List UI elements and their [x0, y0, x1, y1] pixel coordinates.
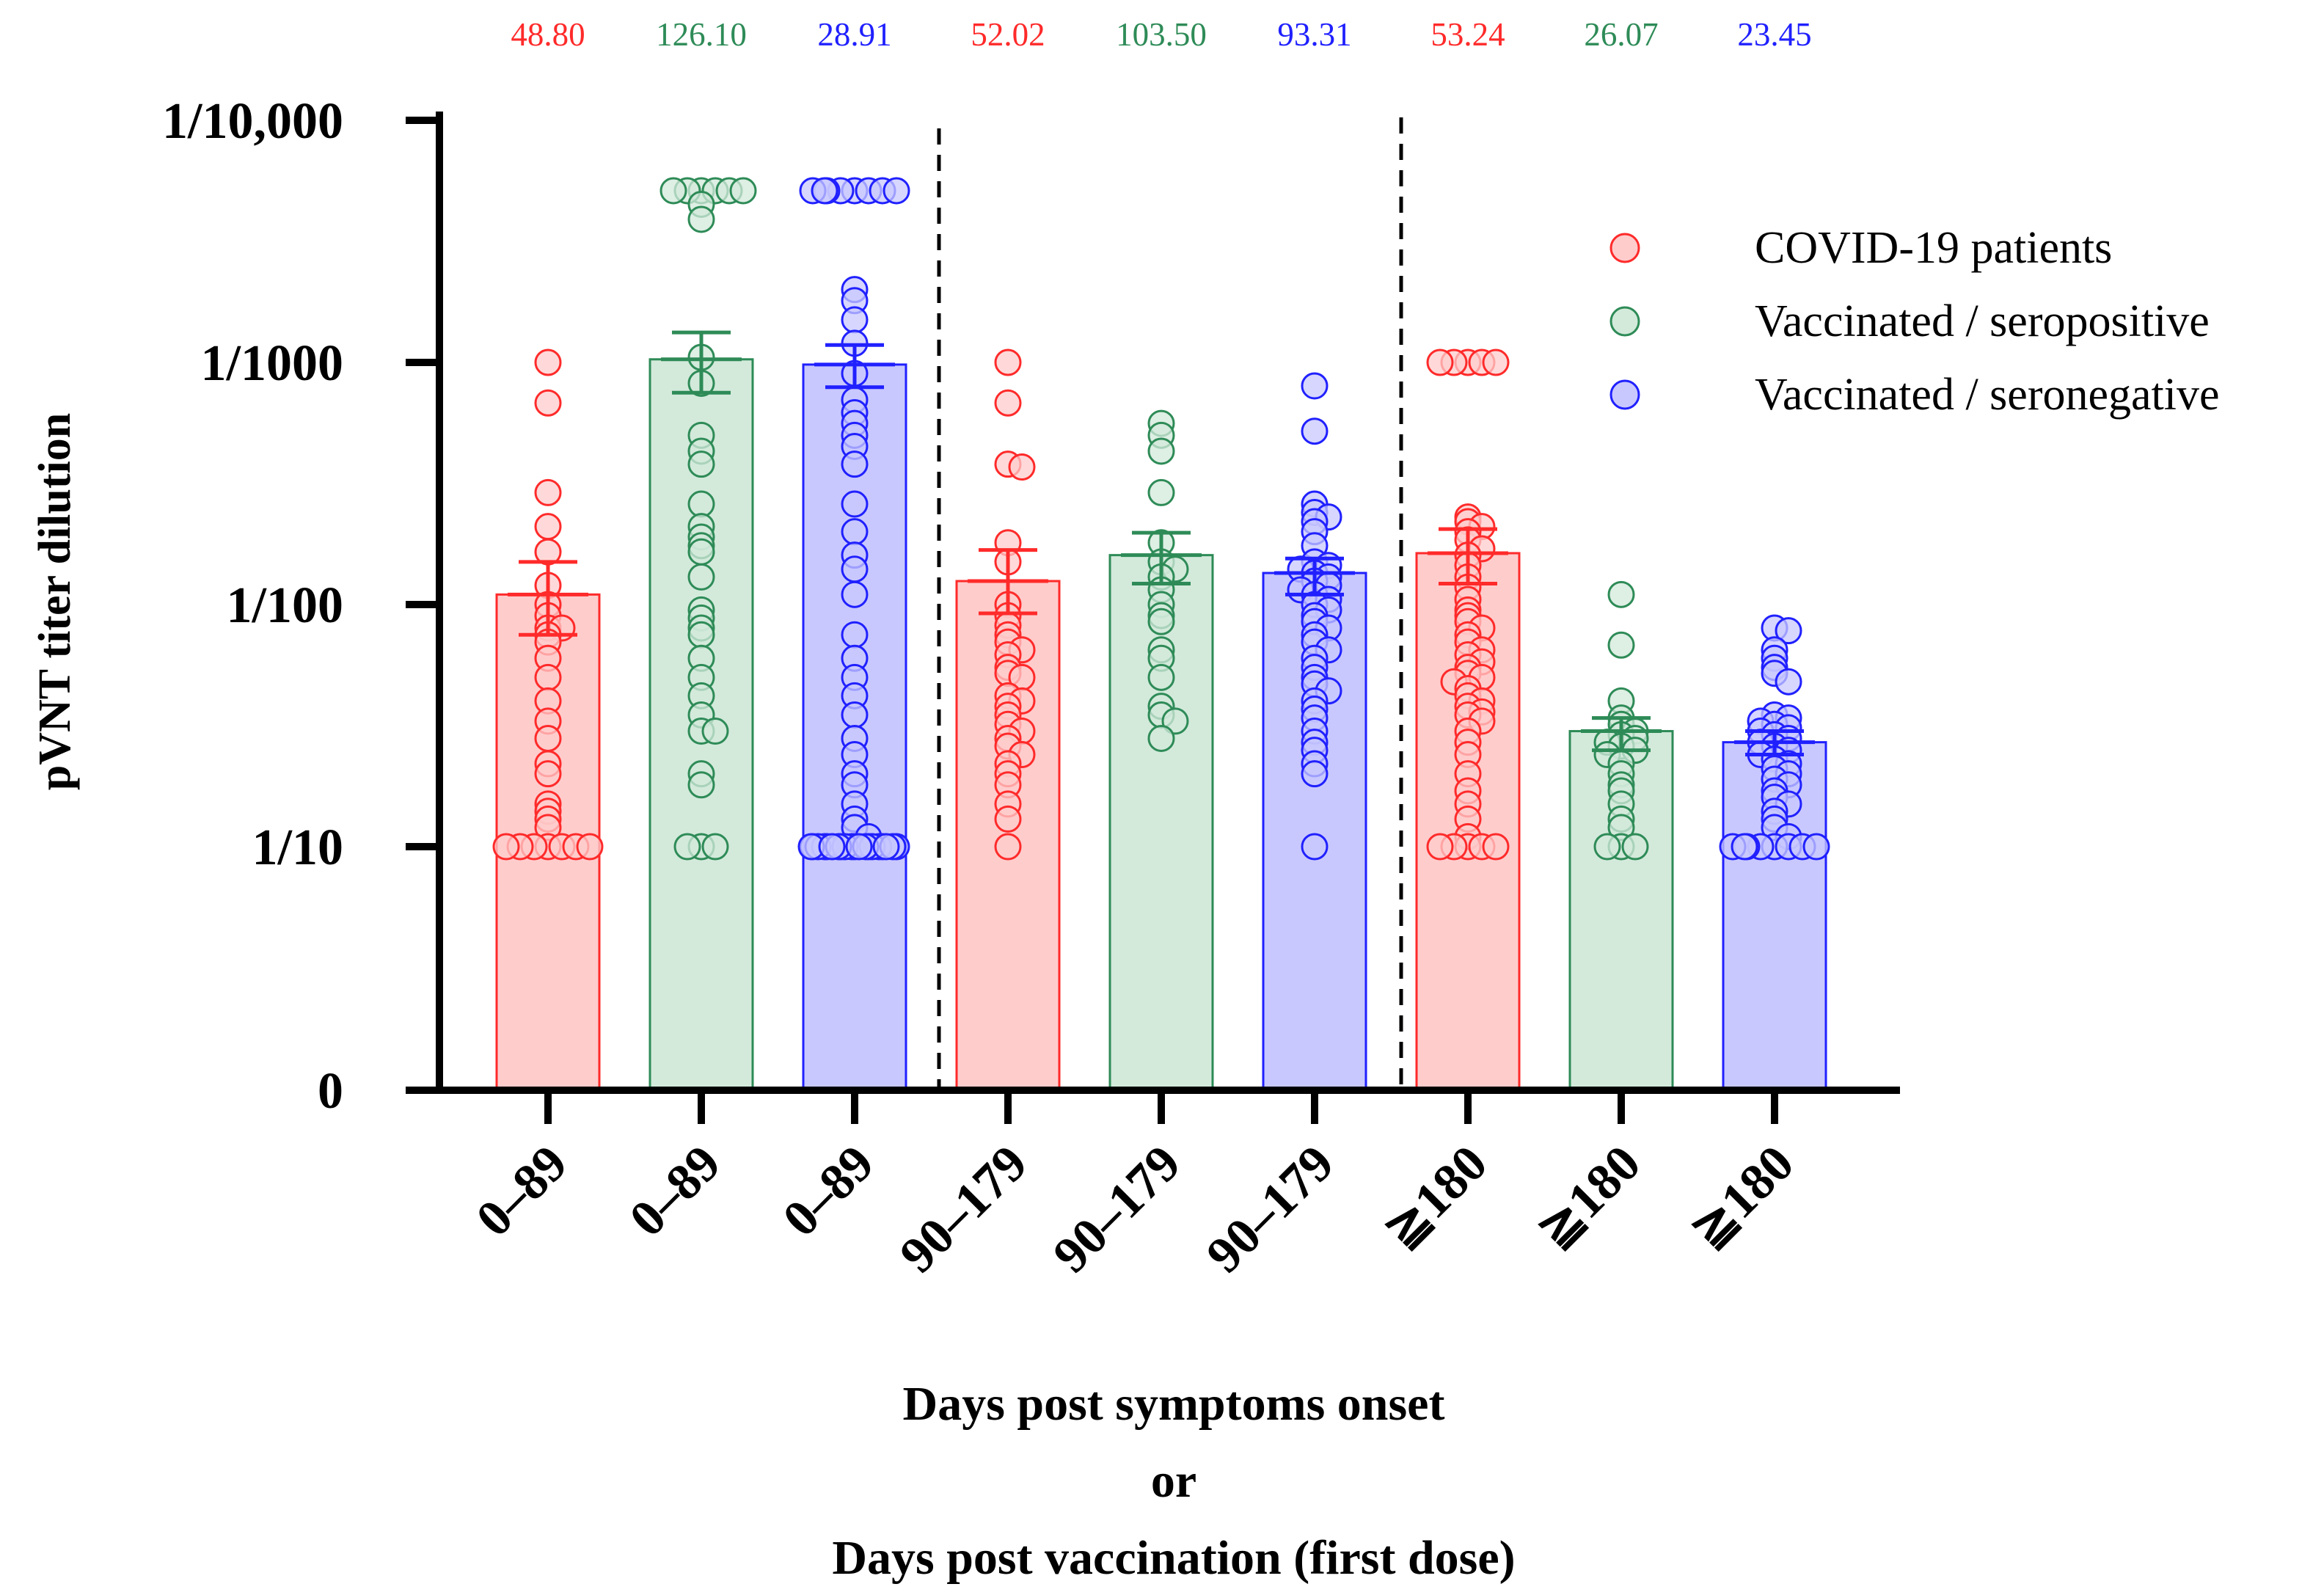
y-tick-label: 1/100	[227, 577, 343, 634]
data-point-seropositive	[1607, 580, 1635, 608]
x-tick-label: 90–179	[1042, 1135, 1191, 1284]
data-point-seronegative	[841, 450, 869, 478]
data-point-seronegative	[1301, 372, 1329, 400]
data-point-covid	[1482, 833, 1510, 861]
y-tick-label: 1/1000	[201, 335, 343, 392]
x-tick-label: 90–179	[1196, 1135, 1345, 1284]
data-point-covid	[576, 833, 604, 861]
data-point-covid	[1426, 348, 1454, 376]
data-point-covid	[534, 389, 562, 417]
x-tick-label: 90–179	[889, 1135, 1038, 1284]
data-point-covid	[994, 805, 1022, 833]
data-point-covid	[534, 348, 562, 376]
data-point-seronegative	[841, 518, 869, 546]
data-point-seropositive	[1147, 437, 1175, 465]
legend-label-seronegative: Vaccinated / seronegative	[1755, 370, 2219, 420]
data-point-covid	[994, 348, 1022, 376]
data-point-covid	[994, 833, 1022, 861]
y-tick-label: 1/10	[252, 820, 343, 876]
x-axis-title-line-2: or	[1151, 1454, 1196, 1508]
y-axis-title: pVNT titer dilution	[30, 413, 80, 790]
geomean-label: 23.45	[1737, 16, 1811, 53]
data-point-seronegative	[841, 555, 869, 583]
data-point-seropositive	[687, 450, 715, 478]
data-point-seronegative	[883, 177, 910, 205]
data-point-seronegative	[1301, 833, 1329, 861]
data-point-seropositive	[1147, 724, 1175, 752]
data-point-seronegative	[818, 833, 846, 861]
legend: COVID-19 patients Vaccinated / seropositi…	[1609, 223, 2219, 420]
data-point-seronegative	[872, 833, 900, 861]
data-point-seropositive	[1593, 833, 1621, 861]
data-point-seropositive	[687, 621, 715, 649]
data-point-seronegative	[811, 177, 838, 205]
data-point-seronegative	[841, 701, 869, 729]
y-tick-label: 0	[318, 1063, 343, 1120]
data-point-covid	[534, 724, 562, 752]
geomean-label: 26.07	[1584, 16, 1658, 53]
data-point-seropositive	[1621, 833, 1649, 861]
legend-label-seropositive: Vaccinated / seropositive	[1755, 296, 2210, 346]
x-tick-label: 0–89	[466, 1135, 578, 1247]
data-point-seropositive	[687, 771, 715, 799]
data-point-seronegative	[841, 580, 869, 608]
data-point-seronegative	[841, 306, 869, 334]
data-point-seronegative	[1775, 668, 1802, 696]
data-point-seropositive	[687, 205, 715, 233]
x-tick-label: 0–89	[772, 1135, 885, 1247]
data-point-seronegative	[1775, 617, 1802, 645]
data-point-seronegative	[1731, 833, 1758, 861]
data-point-covid	[994, 389, 1022, 417]
geomean-label: 28.91	[817, 16, 891, 53]
x-axis-title-line-1: Days post symptoms onset	[903, 1377, 1445, 1431]
data-point-seronegative	[841, 490, 869, 518]
y-tick-label: 1/10,000	[162, 93, 343, 150]
data-point-covid	[534, 663, 562, 691]
data-point-seropositive	[1147, 663, 1175, 691]
data-point-covid	[492, 833, 520, 861]
data-point-seropositive	[659, 177, 687, 205]
geomean-label: 52.02	[971, 16, 1045, 53]
data-point-seronegative	[1301, 760, 1329, 788]
legend-marker-covid	[1609, 233, 1640, 263]
data-point-covid	[1426, 833, 1454, 861]
x-tick-label: ≧180	[1680, 1135, 1805, 1260]
x-axis-title-line-3: Days post vaccination (first dose)	[832, 1531, 1515, 1585]
data-point-seropositive	[673, 833, 701, 861]
x-tick-label: 0–89	[619, 1135, 731, 1247]
x-axis-title: Days post symptoms onset or Days post va…	[832, 1377, 1515, 1585]
geomean-layer: 48.80 126.10 28.91 52.02 103.50 93.31 53.24 26.…	[511, 16, 1811, 53]
data-point-covid	[1008, 453, 1036, 481]
data-point-seronegative	[1301, 417, 1329, 445]
geomean-label: 93.31	[1277, 16, 1351, 53]
x-tick-label: ≧180	[1373, 1135, 1498, 1260]
data-point-seropositive	[729, 177, 757, 205]
geomean-label: 48.80	[511, 16, 585, 53]
data-point-seropositive	[701, 718, 729, 745]
bar-seropositive	[1108, 554, 1214, 1092]
data-point-covid	[1482, 348, 1510, 376]
data-point-seropositive	[1147, 478, 1175, 506]
data-point-seropositive	[1147, 607, 1175, 635]
data-point-covid	[534, 513, 562, 541]
geomean-label: 103.50	[1116, 16, 1207, 53]
data-point-seropositive	[687, 538, 715, 566]
errors-layer	[508, 330, 1815, 757]
legend-marker-seronegative	[1609, 379, 1640, 410]
data-point-seropositive	[687, 490, 715, 518]
data-point-covid	[534, 760, 562, 788]
legend-marker-seropositive	[1609, 306, 1640, 337]
data-point-seropositive	[687, 563, 715, 591]
x-tick-label: ≧180	[1527, 1135, 1651, 1260]
geomean-label: 53.24	[1430, 16, 1505, 53]
data-point-seropositive	[1607, 631, 1635, 659]
data-point-covid	[534, 478, 562, 506]
geomean-label: 126.10	[656, 16, 747, 53]
data-point-seronegative	[845, 833, 873, 861]
data-point-seronegative	[1802, 833, 1830, 861]
data-point-seronegative	[841, 621, 869, 649]
legend-label-covid: COVID-19 patients	[1755, 223, 2112, 273]
data-point-seropositive	[701, 833, 729, 861]
